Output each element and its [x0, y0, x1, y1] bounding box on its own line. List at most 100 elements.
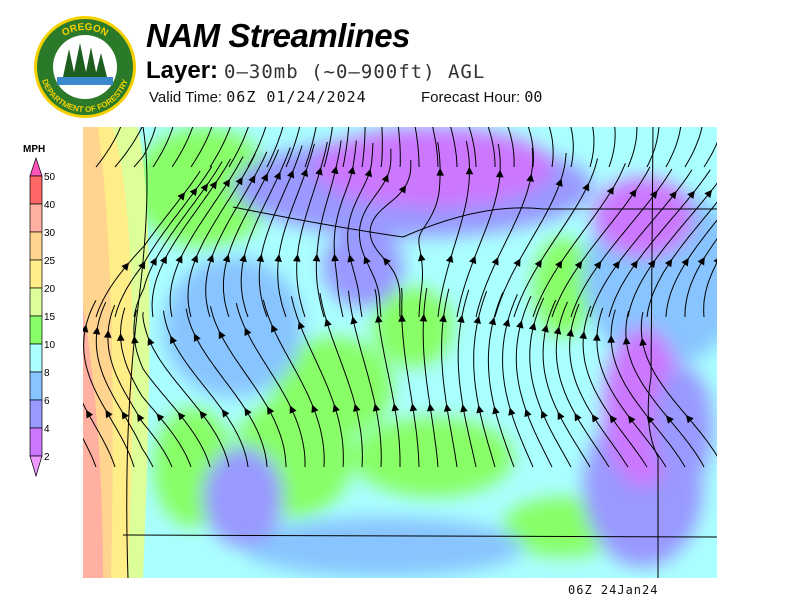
legend-label: 8: [44, 368, 50, 379]
streamline-arrowhead: [513, 258, 521, 267]
layer-label: Layer:: [146, 57, 219, 84]
streamline: [414, 127, 420, 167]
streamline-arrowhead: [300, 168, 309, 177]
streamline-arrowhead: [293, 253, 301, 262]
streamline-arrowhead: [121, 262, 130, 271]
legend-label: 25: [44, 256, 56, 267]
streamline-arrowhead: [289, 405, 297, 414]
streamline-arrowhead: [681, 257, 689, 267]
streamline: [114, 127, 143, 168]
streamline-map: [83, 127, 717, 578]
streamline-arrowhead: [460, 404, 468, 413]
streamline-arrowhead: [476, 405, 484, 414]
streamline-arrowhead: [105, 409, 113, 419]
streamline-arrowhead: [574, 412, 582, 422]
page-title: NAM Streamlines: [146, 17, 410, 54]
streamline-arrowhead: [607, 334, 616, 343]
streamline-arrowhead: [382, 257, 391, 266]
streamline-arrowhead: [149, 257, 157, 266]
streamline-arrowhead: [222, 254, 231, 263]
legend-label: 30: [44, 228, 56, 239]
streamline-arrowhead: [331, 165, 339, 175]
legend-label: 15: [44, 312, 56, 323]
legend-unit: MPH: [23, 144, 46, 155]
streamline-arrowhead: [103, 329, 112, 338]
streamline-arrowhead: [630, 260, 638, 269]
streamline: [190, 127, 213, 168]
streamline-arrowhead: [381, 174, 389, 183]
streamline-arrowhead: [248, 174, 256, 184]
streamline-arrowhead: [541, 324, 549, 333]
streamline-arrowhead: [191, 254, 199, 263]
streamline: [266, 127, 284, 168]
legend-label: 20: [44, 284, 56, 295]
streamline-arrowhead: [375, 314, 383, 323]
streamline: [95, 127, 122, 168]
streamline-arrowhead: [612, 260, 621, 270]
streamline-arrowhead: [156, 413, 165, 422]
streamline-arrowhead: [492, 406, 500, 415]
streamline-arrowhead: [312, 253, 321, 262]
streamline-arrowhead: [534, 259, 542, 268]
streamline-arrowhead: [436, 167, 445, 176]
streamline-arrowhead: [116, 333, 125, 341]
streamline-arrowhead: [83, 324, 89, 333]
forecast-value: 00: [524, 88, 543, 106]
streamline: [247, 127, 267, 168]
streamline-arrowhead: [267, 406, 275, 415]
streamline-arrowhead: [639, 337, 647, 347]
wind-speed-fill: [133, 127, 717, 577]
streamline-arrowhead: [665, 415, 674, 424]
streamline: [527, 127, 534, 168]
valid-label: Valid Time:: [149, 89, 223, 106]
streamline-arrowhead: [609, 414, 618, 424]
streamline: [684, 238, 717, 317]
streamline-arrowhead: [273, 171, 281, 180]
streamline-arrowhead: [593, 260, 602, 270]
legend-label: 2: [44, 452, 50, 463]
streamline: [646, 201, 717, 318]
streamline: [627, 127, 638, 168]
layer-value: 0–30mb (~0–900ft) AGL: [224, 61, 486, 83]
streamline-arrowhead: [473, 315, 481, 325]
logo-text-top: OREGON: [60, 22, 110, 39]
streamline: [468, 127, 477, 168]
streamline: [665, 219, 717, 318]
streamline-arrowhead: [491, 256, 499, 266]
streamline-arrowhead: [426, 403, 435, 412]
streamline: [380, 127, 383, 168]
streamline-arrowhead: [200, 183, 209, 192]
streamline-arrowhead: [649, 190, 658, 199]
streamline: [570, 127, 574, 168]
legend-bin: [29, 343, 43, 373]
valid-time: Valid Time: 06Z 01/24/2024: [149, 88, 367, 107]
forecast-hour: Forecast Hour: 00: [421, 88, 542, 107]
streamline-arrowhead: [579, 330, 587, 339]
streamline-arrowhead: [189, 187, 198, 197]
streamline-arrowhead: [557, 411, 565, 421]
streamline: [665, 127, 682, 168]
streamline: [83, 300, 116, 468]
streamline-arrowhead: [222, 178, 231, 188]
streamline-arrowhead: [488, 317, 497, 326]
streamline-arrowhead: [138, 260, 146, 270]
layer-heading: Layer: 0–30mb (~0–900ft) AGL: [146, 57, 485, 86]
streamline-arrowhead: [147, 337, 155, 346]
streamline: [304, 127, 317, 168]
streamline-arrowhead: [591, 414, 600, 423]
legend-bin: [29, 203, 43, 233]
streamline-arrowhead: [646, 415, 655, 425]
streamline-arrowhead: [391, 403, 400, 412]
streamline: [397, 127, 401, 168]
streamline-arrowhead: [687, 190, 695, 199]
streamline-arrowhead: [86, 409, 94, 419]
streamline-arrowhead: [566, 328, 574, 337]
streamline-arrowhead: [524, 408, 532, 418]
legend-label: 10: [44, 340, 56, 351]
streamline: [228, 127, 249, 168]
streamline-arrowhead: [239, 254, 247, 263]
streamline-arrowhead: [495, 169, 504, 178]
streamline-arrowhead: [193, 333, 201, 342]
streamline-arrowhead: [177, 192, 186, 201]
streamline-arrowhead: [516, 320, 524, 329]
